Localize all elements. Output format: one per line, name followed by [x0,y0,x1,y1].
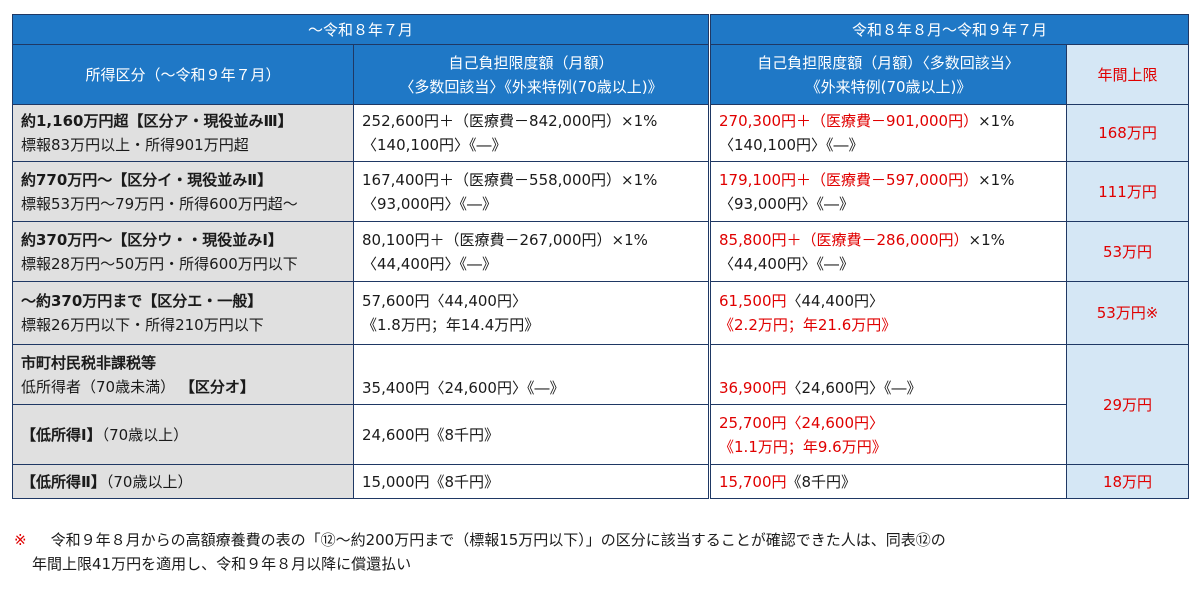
new-limit-cell: 36,900円〈24,600円〉《―》 [708,344,1068,405]
income-category-cell: 約370万円～【区分ウ・・現役並みⅠ】 標報28万円～50万円・所得600万円以… [12,221,354,282]
footnote-line-1: ※ 令和９年８月からの高額療養費の表の「⑫～約200万円まで（標報15万円以下）」… [14,531,946,549]
old-limit-cell: 24,600円《8千円》 [352,404,711,465]
annual-limit-cell: 53万円 [1066,221,1190,282]
income-category-cell: 約1,160万円超【区分ア・現役並みⅢ】 標報83万円以上・所得901万円超 [12,104,354,162]
table-row: 約770万円～【区分イ・現役並みⅡ】 標報53万円～79万円・所得600万円超～… [12,161,1190,222]
new-limit-cell: 61,500円〈44,400円〉 《2.2万円；年21.6万円》 [708,281,1068,345]
table-row: ～約370万円まで【区分エ・一般】 標報26万円以下・所得210万円以下 57,… [12,281,1190,345]
table-row: 約370万円～【区分ウ・・現役並みⅠ】 標報28万円～50万円・所得600万円以… [12,221,1190,282]
footnote: ※ 令和９年８月からの高額療養費の表の「⑫～約200万円まで（標報15万円以下）」… [14,528,1190,576]
old-limit-cell: 252,600円＋（医療費－842,000円）×1% 〈140,100円〉《―》 [352,104,711,162]
footnote-line-2: 年間上限41万円を適用し、令和９年８月以降に償還払い [32,555,412,573]
annual-limit-cell: 29万円 [1066,344,1190,465]
income-category-cell: ～約370万円まで【区分エ・一般】 標報26万円以下・所得210万円以下 [12,281,354,345]
old-limit-cell: 35,400円〈24,600円〉《―》 [352,344,711,405]
new-limit-header: 自己負担限度額（月額）〈多数回該当〉 《外来特例(70歳以上)》 [708,44,1068,105]
old-limit-header: 自己負担限度額（月額） 〈多数回該当〉《外来特例(70歳以上)》 [352,44,711,105]
old-limit-cell: 15,000円《8千円》 [352,464,711,499]
income-category-cell: 【低所得Ⅰ】（70歳以上） [12,404,354,465]
table-row: 約1,160万円超【区分ア・現役並みⅢ】 標報83万円以上・所得901万円超 2… [12,104,1190,162]
old-limit-cell: 80,100円＋（医療費－267,000円）×1% 〈44,400円〉《―》 [352,221,711,282]
old-limit-cell: 167,400円＋（医療費－558,000円）×1% 〈93,000円〉《―》 [352,161,711,222]
table-row: 【低所得Ⅱ】（70歳以上） 15,000円《8千円》 15,700円《8千円》 … [12,464,1190,499]
annual-limit-cell: 53万円※ [1066,281,1190,345]
new-limit-cell: 270,300円＋（医療費－901,000円）×1% 〈140,100円〉《―》 [708,104,1068,162]
old-limit-cell: 57,600円〈44,400円〉 《1.8万円；年14.4万円》 [352,281,711,345]
new-limit-cell: 85,800円＋（医療費－286,000円）×1% 〈44,400円〉《―》 [708,221,1068,282]
new-limit-cell: 25,700円〈24,600円〉 《1.1万円；年9.6万円》 [708,404,1068,465]
income-category-cell: 約770万円～【区分イ・現役並みⅡ】 標報53万円～79万円・所得600万円超～ [12,161,354,222]
income-category-cell: 市町村民税非課税等 低所得者（70歳未満） 【区分オ】 [12,344,354,405]
period-new-header: 令和８年８月～令和９年７月 [708,14,1190,45]
income-category-cell: 【低所得Ⅱ】（70歳以上） [12,464,354,499]
annual-limit-cell: 168万円 [1066,104,1190,162]
annual-limit-cell: 111万円 [1066,161,1190,222]
table-row: 市町村民税非課税等 低所得者（70歳未満） 【区分オ】 35,400円〈24,6… [12,344,1190,465]
cost-limit-table: ～令和８年７月 令和８年８月～令和９年７月 所得区分（～令和９年７月） 自己負担… [11,14,1190,499]
new-limit-cell: 15,700円《8千円》 [708,464,1068,499]
period-old-header: ～令和８年７月 [11,14,711,45]
table-row: 【低所得Ⅰ】（70歳以上） 24,600円《8千円》 25,700円〈24,60… [12,404,1189,465]
income-category-header: 所得区分（～令和９年７月） [12,44,354,105]
annual-limit-header: 年間上限 [1066,44,1190,105]
annual-limit-cell: 18万円 [1066,464,1190,499]
new-limit-cell: 179,100円＋（医療費－597,000円）×1% 〈93,000円〉《―》 [708,161,1068,222]
